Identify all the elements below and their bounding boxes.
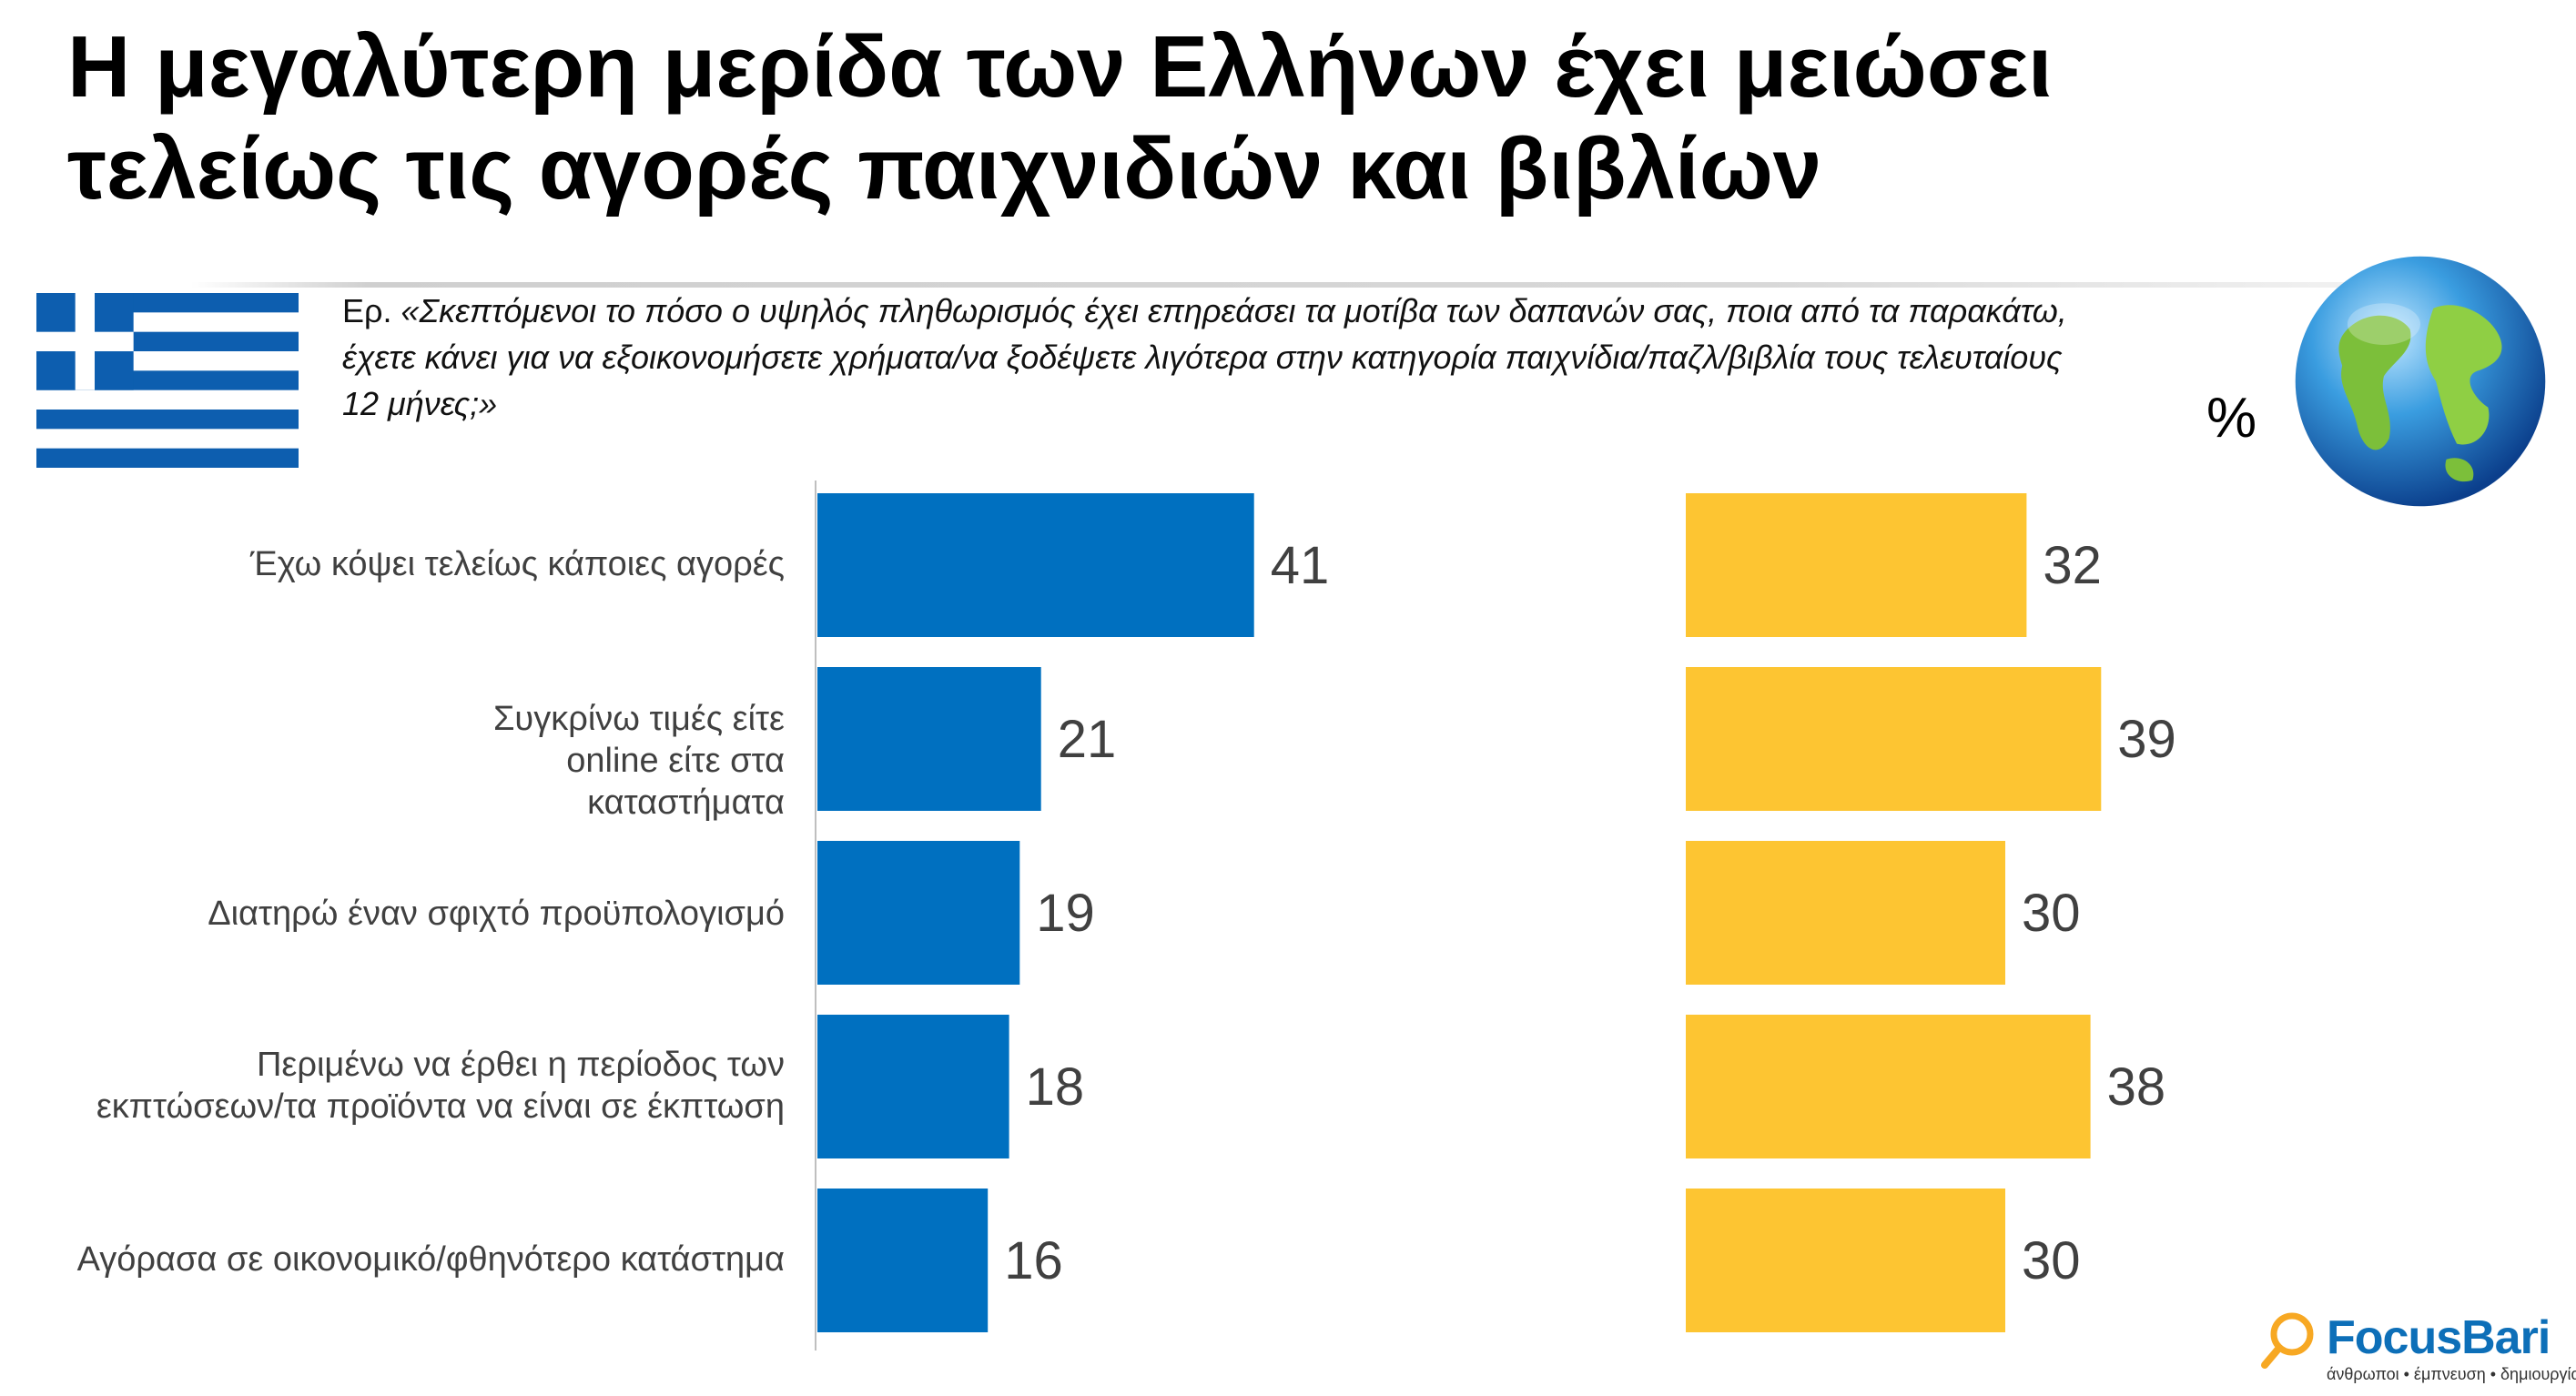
data-label: 38 [2107, 1057, 2166, 1117]
category-label: Διατηρώ έναν σφιχτό προϋπολογισμό [208, 895, 785, 933]
bar [817, 841, 1020, 985]
bar [1686, 841, 2005, 985]
bar [817, 493, 1254, 637]
data-label: 41 [1271, 536, 1330, 595]
category-label: Συγκρίνω τιμές είτε online είτε στα κατα… [492, 700, 785, 822]
data-label: 30 [2022, 1231, 2081, 1290]
data-label: 19 [1036, 884, 1095, 943]
logo-name: FocusBari [2327, 1311, 2551, 1364]
bar [1686, 1015, 2091, 1158]
question-prefix: Ερ. [342, 292, 401, 329]
title-divider [191, 282, 2439, 288]
bar [1686, 1189, 2005, 1332]
bar [1686, 667, 2102, 811]
data-label: 18 [1026, 1057, 1085, 1117]
greek-flag-icon [36, 293, 299, 468]
data-label: 21 [1058, 710, 1117, 769]
bar [817, 1189, 989, 1332]
category-label: Αγόρασα σε οικονομικό/φθηνότερο κατάστημ… [76, 1240, 785, 1279]
globe-icon [2295, 256, 2546, 507]
data-label: 39 [2117, 710, 2176, 769]
category-label: Έχω κόψει τελείως κάποιες αγορές [249, 545, 785, 583]
bar [817, 1015, 1009, 1158]
data-label: 16 [1004, 1231, 1063, 1290]
logo-tagline: άνθρωποι • έμπνευση • δημιουργία [2327, 1365, 2576, 1383]
data-label: 32 [2043, 536, 2102, 595]
page-title: Η μεγαλύτερη μερίδα των Ελλήνων έχει μει… [67, 18, 2053, 217]
survey-question: Ερ. «Σκεπτόμενοι το πόσο ο υψηλός πληθωρ… [342, 288, 2090, 427]
unit-label: % [2206, 387, 2257, 450]
focusbari-logo [2261, 1312, 2314, 1369]
bar [817, 667, 1041, 811]
bar [1686, 493, 2027, 637]
data-label: 30 [2022, 884, 2081, 943]
question-text: «Σκεπτόμενοι το πόσο ο υψηλός πληθωρισμό… [342, 292, 2067, 422]
category-label: Περιμένω να έρθει η περίοδος των εκπτώσε… [96, 1046, 785, 1126]
